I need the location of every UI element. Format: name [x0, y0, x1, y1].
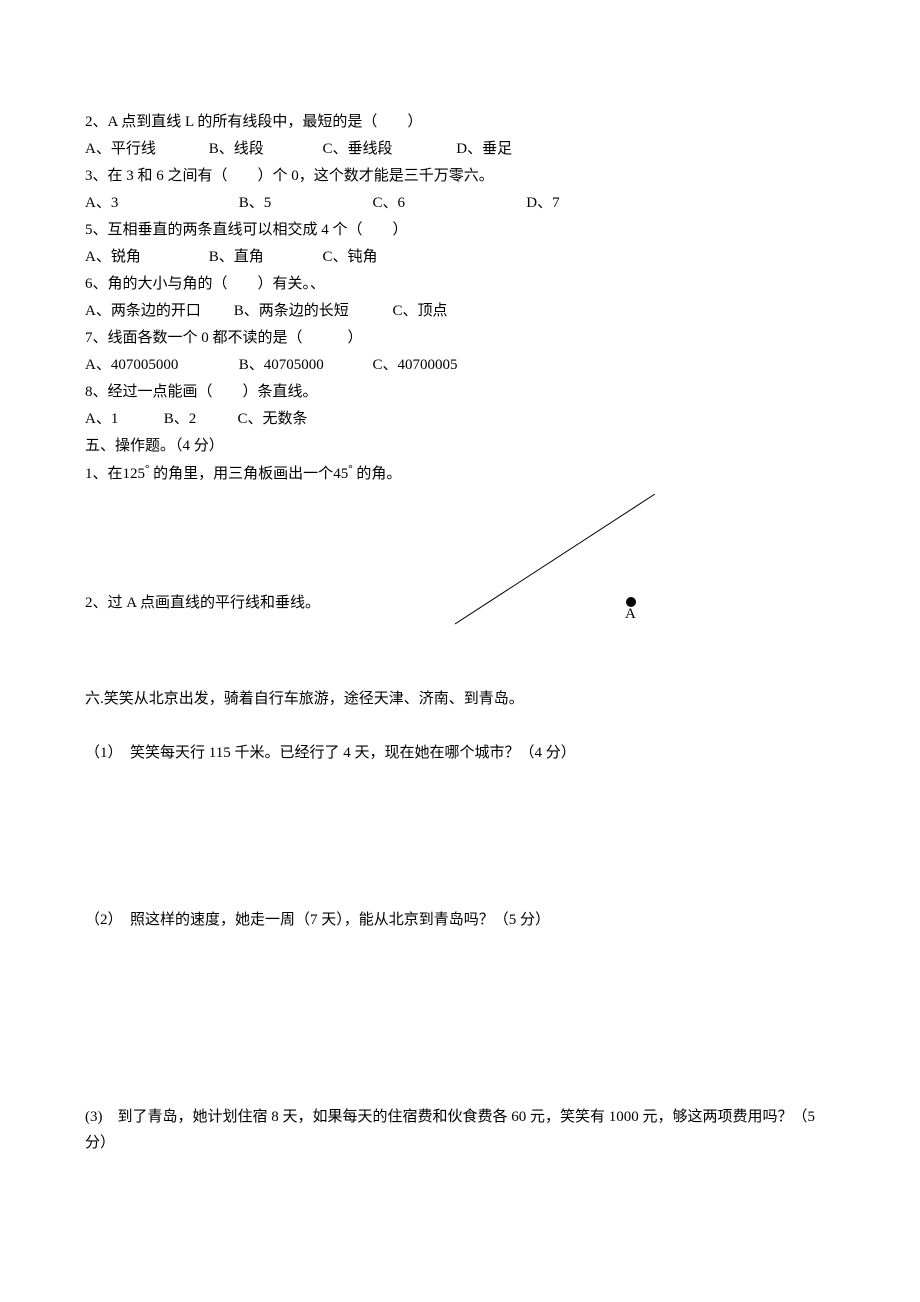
q2-options: A、平行线 B、线段 C、垂线段 D、垂足	[85, 137, 835, 161]
section6-sub1: （1） 笑笑每天行 115 千米。已经行了 4 天，现在她在哪个城市？（4 分）	[85, 741, 835, 765]
q5-options: A、锐角 B、直角 C、钝角	[85, 245, 835, 269]
q5-stem: 5、互相垂直的两条直线可以相交成 4 个（ ）	[85, 218, 835, 242]
s5q1-angle2: 45	[333, 466, 348, 482]
q7-opt-c: C、40700005	[373, 357, 458, 373]
section5-title: 五、操作题。（4 分）	[85, 434, 835, 458]
q6-opt-b: B、两条边的长短	[234, 299, 389, 323]
q3-opt-b: B、5	[239, 191, 369, 215]
q2-opt-c: C、垂线段	[323, 137, 453, 161]
point-a-label: A	[625, 602, 636, 626]
q6-stem: 6、角的大小与角的（ ）有关。、	[85, 272, 835, 296]
section6-title: 六.笑笑从北京出发，骑着自行车旅游，途径天津、济南、到青岛。	[85, 687, 835, 711]
q8-opt-b: B、2	[164, 407, 234, 431]
s5q1-post: 的角。	[353, 466, 402, 482]
q2-opt-b: B、线段	[209, 137, 319, 161]
q3-opt-c: C、6	[373, 191, 523, 215]
q3-options: A、3 B、5 C、6 D、7	[85, 191, 835, 215]
s5q1-angle1: 125	[123, 466, 146, 482]
q5-opt-a: A、锐角	[85, 245, 205, 269]
q6-opt-c: C、顶点	[393, 303, 448, 319]
q7-opt-b: B、40705000	[239, 353, 369, 377]
s5q1-pre: 1、在	[85, 466, 123, 482]
q7-stem: 7、线面各数一个 0 都不读的是（ ）	[85, 326, 835, 350]
q3-stem: 3、在 3 和 6 之间有（ ）个 0，这个数才能是三千万零六。	[85, 164, 835, 188]
q6-opt-a: A、两条边的开口	[85, 299, 230, 323]
q8-opt-a: A、1	[85, 407, 160, 431]
diagram-area: 2、过 A 点画直线的平行线和垂线。 A	[85, 494, 835, 639]
section6-sub2: （2） 照这样的速度，她走一周（7 天），能从北京到青岛吗？（5 分）	[85, 908, 835, 932]
section5-q2: 2、过 A 点画直线的平行线和垂线。	[85, 591, 320, 615]
q7-opt-a: A、407005000	[85, 353, 235, 377]
section6-sub3: (3) 到了青岛，她计划住宿 8 天，如果每天的住宿费和伙食费各 60 元，笑笑…	[85, 1105, 835, 1156]
q3-opt-a: A、3	[85, 191, 235, 215]
q2-opt-a: A、平行线	[85, 137, 205, 161]
q6-options: A、两条边的开口 B、两条边的长短 C、顶点	[85, 299, 835, 323]
q8-opt-c: C、无数条	[238, 411, 308, 427]
q2-opt-d: D、垂足	[456, 137, 512, 161]
q5-opt-b: B、直角	[209, 245, 319, 269]
q8-options: A、1 B、2 C、无数条	[85, 407, 835, 431]
s5q1-mid: 的角里，用三角板画出一个	[149, 466, 333, 482]
q2-stem: 2、A 点到直线 L 的所有线段中，最短的是（ ）	[85, 110, 835, 134]
q3-opt-d: D、7	[526, 191, 559, 215]
q8-stem: 8、经过一点能画（ ）条直线。	[85, 380, 835, 404]
section5-q1: 1、在125° 的角里，用三角板画出一个45° 的角。	[85, 461, 835, 486]
q5-opt-c: C、钝角	[323, 245, 453, 269]
q7-options: A、407005000 B、40705000 C、40700005	[85, 353, 835, 377]
